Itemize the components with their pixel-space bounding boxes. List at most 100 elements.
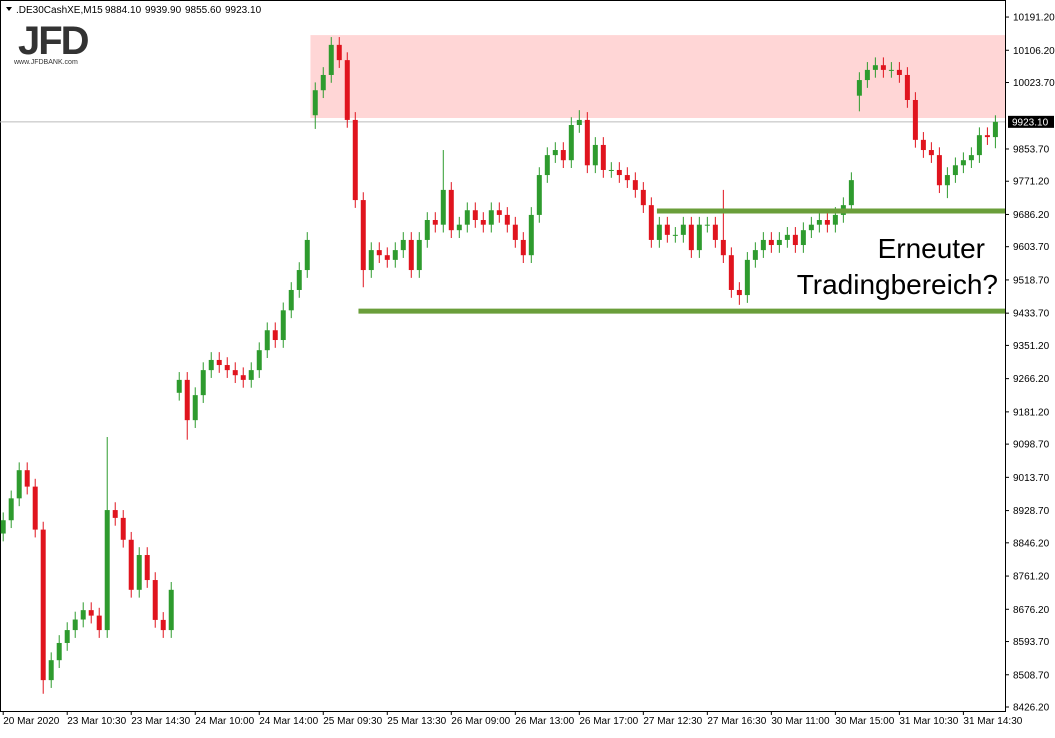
resistance-zone [310,35,1005,118]
candle-body [760,239,766,251]
candle-body [392,250,398,260]
candle-body [536,175,542,215]
candle-body [224,365,230,371]
candle-body [584,119,590,166]
candle-body [280,310,286,341]
x-tick-label: 20 Mar 2020 [3,716,60,727]
candle-body [968,155,974,161]
candle-body [608,169,614,171]
candle-body [880,65,886,70]
x-tick-label: 23 Mar 10:30 [67,716,126,727]
candle-body [632,180,638,190]
candle-body [728,255,734,290]
x-tick-label: 26 Mar 09:00 [451,716,510,727]
candle-body [320,74,326,91]
candle-body [480,220,486,225]
y-tick-label: 9603.70 [1013,242,1050,253]
candle-body [408,239,414,271]
candle-body [384,255,390,260]
candle-body [472,210,478,221]
y-tick-label: 8928.70 [1013,506,1050,517]
y-tick-label: 9518.70 [1013,275,1050,286]
candle-body [72,619,78,631]
candle-body [160,619,166,631]
candle-body [616,169,622,176]
candle-body [0,520,6,534]
y-tick-label: 9181.20 [1013,407,1050,418]
candle-body [720,239,726,256]
candle-body [48,660,54,681]
candle-body [120,517,126,540]
candle-body [704,224,710,226]
candle-body [672,234,678,236]
candle-body [200,370,206,396]
header-value: 9923.10 [225,5,262,16]
x-tick-label: 26 Mar 13:00 [515,716,574,727]
candle-body [688,224,694,251]
y-tick-label: 9433.70 [1013,309,1050,320]
x-tick-label: 27 Mar 12:30 [643,716,702,727]
candle-body [136,555,142,590]
candle-body [832,214,838,225]
candle-body [568,125,574,161]
candle-body [824,220,830,225]
x-tick-label: 25 Mar 09:30 [323,716,382,727]
candle-body [696,224,702,251]
candle-body [40,529,46,681]
candle-body [360,200,366,271]
y-tick-label: 8761.20 [1013,572,1050,583]
candle-body [272,330,278,341]
candle-body [920,139,926,151]
x-tick-label: 27 Mar 16:30 [707,716,766,727]
candle-body [936,155,942,186]
y-tick-label: 9351.20 [1013,341,1050,352]
candle-body [488,210,494,225]
candle-body [496,210,502,215]
candle-body [88,610,94,616]
candle-body [944,175,950,186]
candle-body [896,69,902,75]
y-tick-label: 8676.20 [1013,605,1050,616]
candle-body [640,189,646,206]
candle-body [352,119,358,201]
annotation: Tradingbereich? [797,269,998,300]
candle-body [656,224,662,240]
candle-body [600,144,606,170]
y-tick-label: 8508.70 [1013,670,1050,681]
last-price-box [1008,115,1054,128]
candle-body [888,69,894,71]
annotation: Erneuter [878,233,985,264]
candle-body [848,180,854,206]
candle-body [648,205,654,240]
candle-body [376,250,382,256]
y-tick-label: 10023.70 [1013,78,1055,89]
candle-body [432,220,438,225]
candle-body [288,289,294,311]
candle-body [544,155,550,176]
y-tick-label: 10106.20 [1013,46,1055,57]
candle-body [144,555,150,581]
candle-body [512,224,518,240]
y-tick-label: 9686.20 [1013,210,1050,221]
candle-body [624,175,630,181]
candle-body [960,160,966,166]
candle-body [592,144,598,166]
candle-body [784,234,790,240]
candle-body [312,90,318,116]
x-tick-label: 30 Mar 11:00 [771,716,830,727]
candle-body [576,119,582,126]
candle-body [752,250,758,260]
y-tick-label: 8593.70 [1013,637,1050,648]
candle-body [192,395,198,421]
y-tick-label: 9771.20 [1013,177,1050,188]
candle-body [744,259,750,296]
candle-body [680,224,686,235]
candle-body [864,69,870,81]
y-tick-label: 9853.70 [1013,144,1050,155]
candle-body [904,74,910,100]
candle-body [816,220,822,225]
candle-body [912,99,918,140]
logo-url: www.JFDBANK.com [13,59,78,66]
